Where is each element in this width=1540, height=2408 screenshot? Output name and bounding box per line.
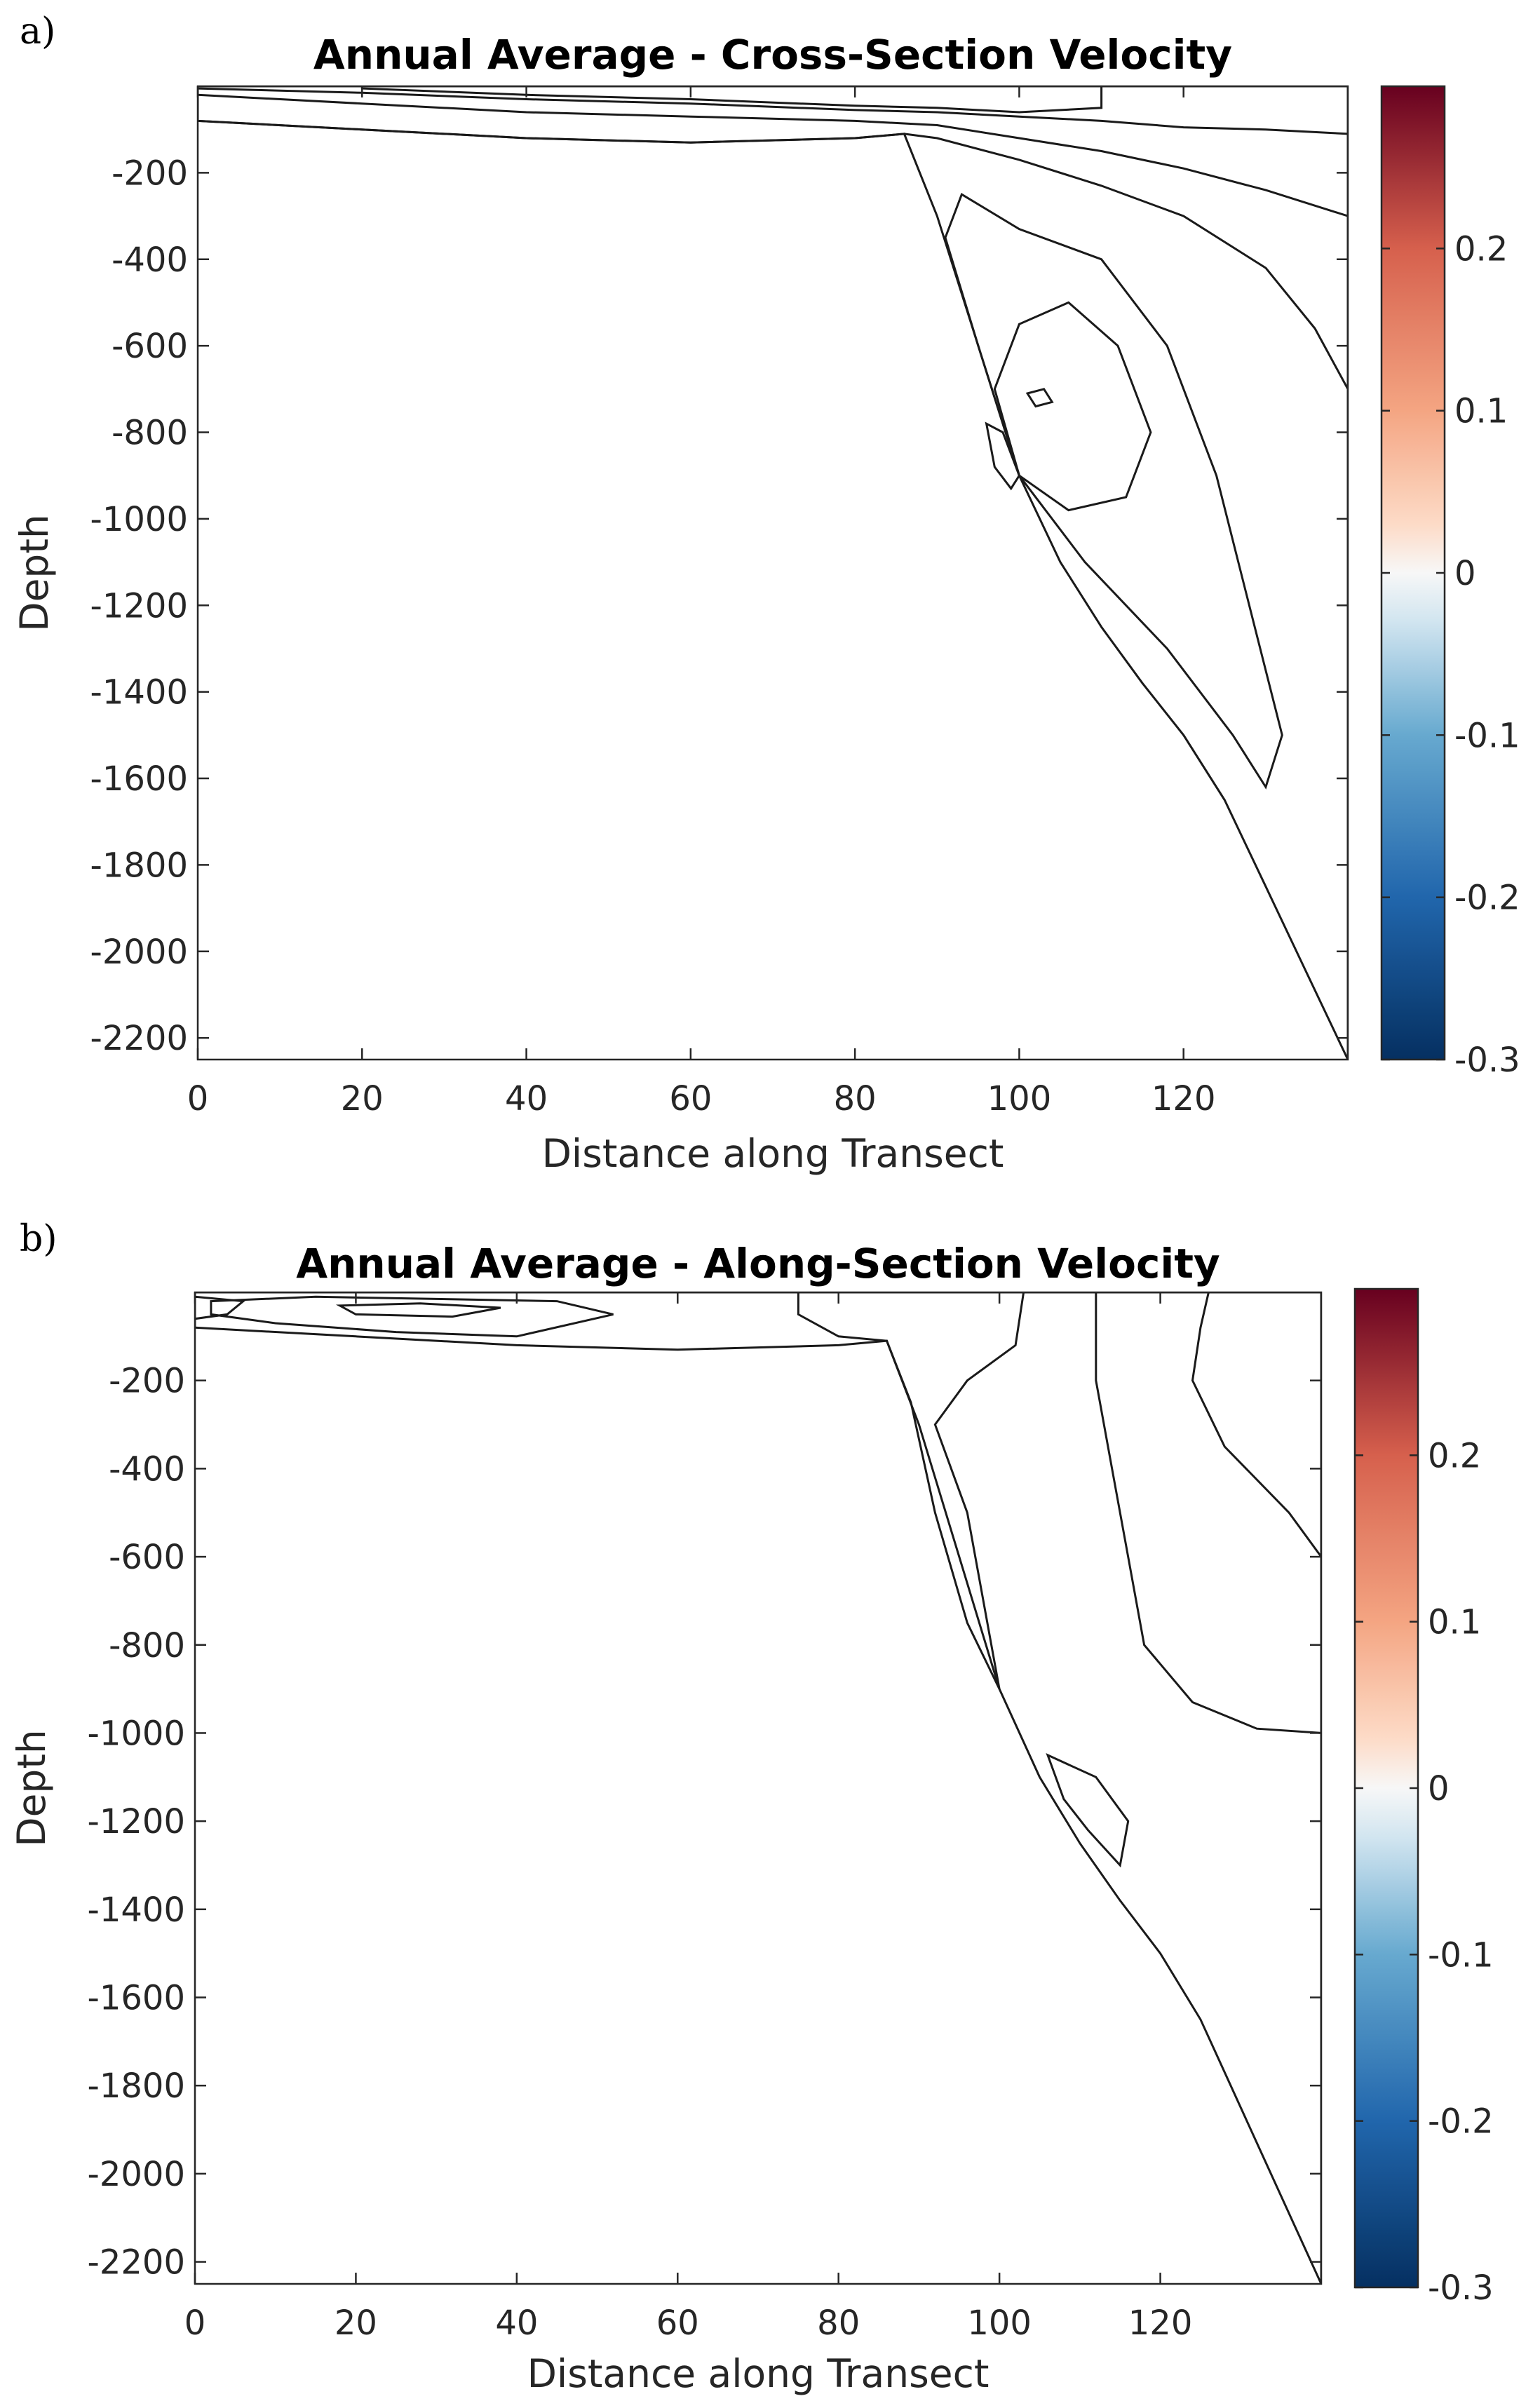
colorbar: 0.2 0.1 0 -0.1 -0.2 -0.3 [1353,1287,1494,2308]
plot-area [195,1292,1321,2284]
y-tick-label: -1400 [90,673,188,712]
colorbar-tick-label: -0.2 [1454,879,1520,918]
contour-region [1095,1292,1321,1734]
y-tick-label: -1600 [88,1979,185,2018]
x-tick-label: 60 [656,2304,699,2343]
x-tick-label: 20 [335,2304,377,2343]
x-axis-label: Distance along Transect [542,1131,1004,1176]
colorbar-scale [1380,85,1446,1061]
contour-region [360,86,1103,114]
plot-frame [196,85,1349,1061]
contour-region [1025,388,1054,408]
contour-region [198,86,1348,135]
y-tick-label: -2000 [88,2155,185,2194]
y-tick-label: -2200 [88,2243,185,2282]
contour-region [335,1302,501,1318]
contour-region [985,421,1021,491]
colorbar-tick-label: -0.1 [1454,716,1520,755]
y-tick-label: -1200 [88,1802,185,1841]
x-tick-label: 80 [834,1079,877,1118]
contour-region [210,1295,614,1338]
colorbar-scale [1353,1287,1419,2289]
chart-title: Annual Average - Along-Section Velocity [296,1240,1220,1287]
y-tick-label: -1000 [88,1714,185,1753]
colorbar-tick-label: 0 [1428,1769,1450,1808]
y-tick-label: -600 [109,1538,185,1577]
x-tick-label: 20 [341,1079,384,1118]
y-axis-label: Depth [12,514,57,632]
x-tick-label: 40 [495,2304,538,2343]
contour-region [1191,1292,1321,1559]
y-axis: -200 -400 -600 -800 -1000 -1200 -1400 -1600 -180… [90,154,1348,1058]
colorbar-tick-label: 0 [1454,554,1476,593]
y-tick-label: -1600 [90,759,188,799]
colorbar-tick-label: -0.1 [1428,1935,1494,1975]
y-tick-label: -1800 [88,2067,185,2106]
y-tick-label: -400 [109,1449,185,1489]
contour-region [195,1295,246,1320]
contour-region [944,192,1283,790]
plot-frame [194,1291,1323,2285]
panel-label: a) [20,11,55,53]
chart-title: Annual Average - Cross-Section Velocity [313,31,1232,79]
x-tick-label: 40 [505,1079,548,1118]
x-tick-label: 80 [817,2304,860,2343]
x-axis-label: Distance along Transect [527,2351,989,2396]
contour-region [797,1292,1025,1690]
x-tick-label: 120 [1151,1079,1216,1118]
y-tick-label: -800 [112,414,188,453]
colorbar-tick-label: -0.3 [1454,1041,1520,1080]
colorbar-tick-label: 0.1 [1428,1603,1481,1642]
contour-region [993,301,1152,512]
y-tick-label: -200 [112,154,188,193]
y-axis-label: Depth [9,1729,54,1847]
y-tick-label: -1800 [90,846,188,885]
y-tick-label: -1000 [90,500,188,539]
x-tick-label: 120 [1128,2304,1193,2343]
colorbar-tick-label: 0.1 [1454,392,1508,431]
x-axis: 0 20 40 60 80 100 120 [187,86,1216,1118]
colorbar: 0.2 0.1 0 -0.1 -0.2 -0.3 [1380,85,1520,1080]
x-tick-label: 100 [967,2304,1032,2343]
y-tick-label: -600 [112,327,188,366]
colorbar-tick-label: -0.3 [1428,2268,1494,2308]
y-tick-label: -1400 [88,1890,185,1930]
y-tick-label: -1200 [90,586,188,625]
panel-b: b) Annual Average - Along-Section Veloci… [9,1218,1494,2396]
x-tick-label: 60 [669,1079,712,1118]
contour-region [198,86,1348,217]
colorbar-tick-label: 0.2 [1454,229,1508,269]
x-axis: 0 20 40 60 80 100 120 [184,1292,1193,2343]
y-axis: -200 -400 -600 -800 -1000 -1200 -1400 -1600 -180… [88,1362,1321,2282]
contour-region [198,86,1348,390]
y-tick-label: -2200 [90,1019,188,1058]
y-tick-label: -2000 [90,933,188,972]
y-tick-label: -400 [112,241,188,280]
contour-region [1046,1753,1130,1868]
x-tick-label: 0 [184,2304,206,2343]
x-tick-label: 0 [187,1079,209,1118]
y-tick-label: -800 [109,1626,185,1665]
panel-a: a) Annual Average - Cross-Section Veloci… [12,11,1520,1176]
contour-region [195,1292,1321,2284]
panel-label: b) [20,1218,58,1260]
colorbar-tick-label: 0.2 [1428,1436,1481,1475]
colorbar-tick-label: -0.2 [1428,2102,1494,2142]
x-tick-label: 100 [987,1079,1052,1118]
plot-area [198,86,1348,1060]
y-tick-label: -200 [109,1362,185,1401]
contour-region [198,86,1348,1060]
